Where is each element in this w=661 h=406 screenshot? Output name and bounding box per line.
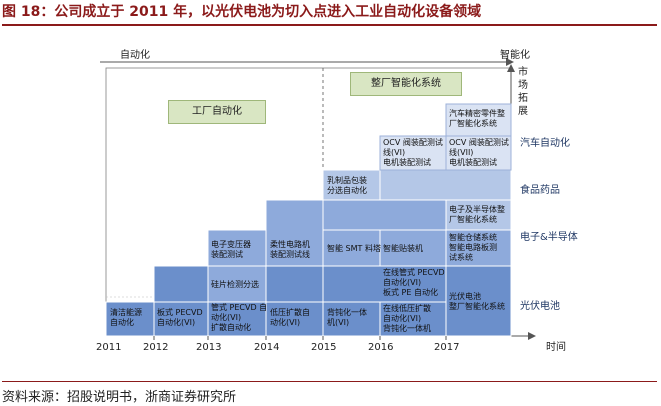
year-2015: 2015 (311, 342, 337, 353)
label-market-3: 拓 (518, 93, 528, 104)
block-c19 (445, 103, 512, 137)
cell-c4: 硅片检测分选 (211, 280, 259, 289)
block-c2 (153, 301, 209, 337)
source-note: 资料来源：招股说明书，浙商证券研究所 (2, 381, 657, 405)
cell-c7: 柔性电路机 装配测试线 (270, 240, 310, 259)
top-arrow-head (506, 58, 514, 66)
block-c4 (207, 265, 267, 303)
label-market-2: 场 (518, 80, 528, 91)
year-2011: 2011 (96, 342, 122, 353)
block-food-fill (379, 169, 512, 201)
phase-plant-intelligence: 整厂智能化系统 (350, 72, 462, 96)
cell-c1: 清洁能源 自动化 (110, 308, 142, 327)
year-2017: 2017 (434, 342, 460, 353)
market-photovoltaic: 光伏电池 (520, 301, 560, 312)
year-2016: 2016 (368, 342, 394, 353)
block-c8 (322, 301, 381, 337)
figure-title: 图 18：公司成立于 2011 年，以光伏电池为切入点进入工业自动化设备领域 (2, 2, 657, 26)
cell-c16: 智能仓储系统 智能电路板测 试系统 (449, 233, 497, 262)
cell-c6: 低压扩散自 动化(VI) (270, 308, 310, 327)
cell-c8: 背钝化一体 机(VI) (327, 308, 367, 327)
block-c18 (445, 135, 512, 171)
label-market-1: 市 (518, 67, 528, 78)
x-axis-head (528, 332, 536, 340)
cell-c10: 乳制品包装 分选自动化 (327, 176, 367, 195)
cell-c11: 在线管式 PECVD 自动化(VI) 板式 PE 自动化 (383, 268, 445, 297)
cell-c13: 智能贴装机 (383, 244, 423, 253)
block-c16 (445, 229, 512, 267)
x-axis-label: 时间 (546, 342, 566, 353)
cell-c9: 智能 SMT 料塔 (327, 244, 381, 253)
cell-c12: 在线低压扩散 自动化(VI) 背钝化一体机 (383, 304, 431, 333)
block-c1 (105, 301, 155, 337)
cell-c5: 电子变压器 装配测试 (211, 240, 251, 259)
block-c13 (379, 229, 447, 267)
right-arrow-head (507, 64, 515, 72)
market-auto: 汽车自动化 (520, 138, 570, 149)
label-market-4: 展 (518, 106, 528, 117)
block-c7 (265, 199, 324, 267)
year-2013: 2013 (196, 342, 222, 353)
block-c15 (445, 265, 512, 337)
cell-c14: OCV 阀装配测试 线(VI) 电机装配测试 (383, 138, 443, 167)
label-intelligence: 智能化 (500, 50, 530, 61)
cell-c17: 电子及半导体整 厂智能化系统 (449, 205, 505, 224)
year-2014: 2014 (254, 342, 280, 353)
block-c12 (379, 301, 447, 337)
cell-c3: 管式 PECVD 自动化(VI) 扩散自动化 (211, 303, 268, 332)
cell-c18: OCV 阀装配测试 线(VII) 电机装配测试 (449, 138, 509, 167)
block-c5 (207, 229, 267, 267)
cell-c2: 板式 PECVD 自动化(VI) (157, 308, 203, 327)
block-c17 (445, 199, 512, 231)
cell-c19: 汽车精密零件整 厂智能化系统 (449, 109, 505, 128)
block-c14 (379, 135, 447, 171)
phase-factory-automation: 工厂自动化 (168, 100, 266, 124)
block-c11 (322, 265, 447, 303)
block-c6 (265, 301, 324, 337)
block-pv-mid (265, 265, 324, 303)
year-2012: 2012 (143, 342, 169, 353)
market-food: 食品药品 (520, 185, 560, 196)
cell-c15: 光伏电池 整厂智能化系统 (449, 292, 505, 311)
block-c9 (322, 229, 381, 267)
market-electronics: 电子&半导体 (520, 232, 578, 243)
block-c10 (322, 169, 381, 201)
block-elec-fill (322, 199, 447, 231)
label-automation: 自动化 (120, 50, 150, 61)
